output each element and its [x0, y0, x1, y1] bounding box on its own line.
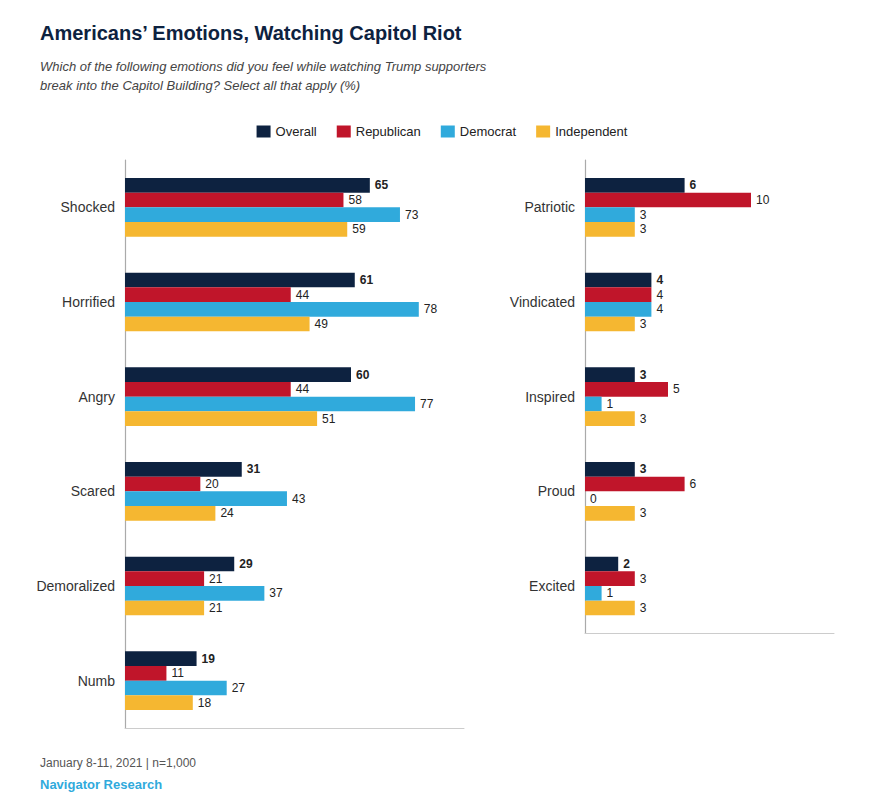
svg-text:31: 31: [247, 462, 261, 476]
svg-text:24: 24: [220, 506, 234, 520]
svg-text:3: 3: [640, 601, 647, 615]
svg-text:44: 44: [296, 288, 310, 302]
svg-text:Angry: Angry: [78, 389, 115, 405]
svg-text:Excited: Excited: [529, 578, 575, 594]
svg-text:break into the Capitol Buildin: break into the Capitol Building? Select …: [40, 78, 360, 93]
svg-text:73: 73: [405, 208, 419, 222]
svg-text:Scared: Scared: [71, 483, 115, 499]
svg-text:Independent: Independent: [555, 124, 628, 139]
svg-text:2: 2: [623, 557, 630, 571]
svg-text:37: 37: [269, 586, 283, 600]
svg-text:Americans’ Emotions, Watching: Americans’ Emotions, Watching Capitol Ri…: [40, 22, 462, 44]
svg-text:Republican: Republican: [356, 124, 421, 139]
svg-text:1: 1: [607, 397, 614, 411]
svg-text:Shocked: Shocked: [61, 199, 115, 215]
svg-text:Numb: Numb: [78, 673, 116, 689]
svg-text:4: 4: [656, 288, 663, 302]
svg-text:4: 4: [656, 302, 663, 316]
svg-text:21: 21: [209, 601, 223, 615]
svg-text:January 8-11, 2021 | n=1,000: January 8-11, 2021 | n=1,000: [40, 756, 196, 770]
svg-text:1: 1: [607, 586, 614, 600]
svg-text:51: 51: [322, 412, 336, 426]
svg-text:Patriotic: Patriotic: [524, 199, 575, 215]
svg-text:3: 3: [640, 208, 647, 222]
svg-text:4: 4: [656, 273, 663, 287]
svg-text:Vindicated: Vindicated: [510, 294, 575, 310]
svg-text:3: 3: [640, 506, 647, 520]
svg-text:59: 59: [352, 222, 366, 236]
svg-text:Overall: Overall: [276, 124, 317, 139]
svg-text:5: 5: [673, 382, 680, 396]
svg-text:Horrified: Horrified: [62, 294, 115, 310]
svg-text:3: 3: [640, 412, 647, 426]
svg-text:0: 0: [590, 492, 597, 506]
svg-text:3: 3: [640, 462, 647, 476]
svg-text:3: 3: [640, 572, 647, 586]
svg-text:Navigator Research: Navigator Research: [40, 777, 162, 792]
svg-text:58: 58: [348, 193, 362, 207]
svg-text:29: 29: [239, 557, 253, 571]
svg-text:60: 60: [356, 368, 370, 382]
svg-text:27: 27: [232, 681, 246, 695]
svg-text:3: 3: [640, 368, 647, 382]
svg-text:78: 78: [424, 302, 438, 316]
svg-text:Demoralized: Demoralized: [36, 578, 115, 594]
svg-text:21: 21: [209, 572, 223, 586]
svg-text:11: 11: [171, 666, 184, 680]
svg-text:3: 3: [640, 317, 647, 331]
svg-text:Democrat: Democrat: [460, 124, 517, 139]
svg-text:49: 49: [315, 317, 329, 331]
svg-text:6: 6: [690, 178, 697, 192]
svg-text:Proud: Proud: [538, 483, 575, 499]
svg-text:Inspired: Inspired: [525, 389, 575, 405]
svg-text:19: 19: [202, 652, 216, 666]
svg-text:44: 44: [296, 382, 310, 396]
svg-text:10: 10: [756, 193, 770, 207]
svg-text:20: 20: [205, 477, 219, 491]
svg-text:3: 3: [640, 222, 647, 236]
svg-text:Which of the following emotion: Which of the following emotions did you …: [40, 59, 487, 74]
svg-text:18: 18: [198, 696, 212, 710]
svg-text:77: 77: [420, 397, 434, 411]
svg-text:61: 61: [360, 273, 374, 287]
svg-text:6: 6: [690, 477, 697, 491]
svg-text:43: 43: [292, 492, 306, 506]
svg-text:65: 65: [375, 178, 389, 192]
